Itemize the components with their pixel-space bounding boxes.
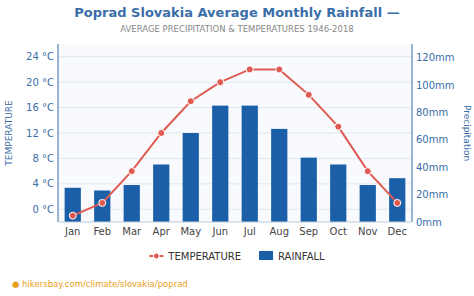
bar <box>65 188 81 222</box>
grid-line <box>58 82 412 83</box>
title: Poprad Slovakia Average Monthly Rainfall… <box>74 5 399 20</box>
x-tick-label: Sep <box>299 226 318 237</box>
x-tick-label: Nov <box>358 226 378 237</box>
marker <box>217 79 224 86</box>
x-tick-label: Oct <box>330 226 347 237</box>
grid-line <box>58 209 412 210</box>
bar <box>242 106 258 222</box>
bar <box>271 129 287 222</box>
watermark: ● hikersbay.com/climate/slovakia/poprad <box>12 279 188 289</box>
y-tick-label: 16 °C <box>26 102 54 113</box>
marker <box>158 130 165 137</box>
x-tick-label: Apr <box>153 226 171 237</box>
plot-background <box>58 44 412 222</box>
legend: TEMPERATURE RAINFALL <box>149 251 325 262</box>
x-tick-label: Jun <box>211 226 228 237</box>
legend-item: RAINFALL <box>259 251 325 262</box>
bar <box>389 178 405 222</box>
y2-tick-label: 40mm <box>416 162 448 173</box>
y2-tick-label: 0mm <box>416 217 442 228</box>
x-tick-label: Dec <box>388 226 407 237</box>
x-tick-label: Jan <box>64 226 80 237</box>
marker <box>69 212 76 219</box>
y2-tick-label: 80mm <box>416 107 448 118</box>
subtitle: AVERAGE PRECIPITATION & TEMPERATURES 194… <box>120 24 354 34</box>
grid-line <box>58 183 412 184</box>
marker <box>305 91 312 98</box>
grid-line <box>58 133 412 134</box>
y2-tick-label: 100mm <box>416 80 455 91</box>
legend-swatch <box>259 251 273 260</box>
marker <box>187 98 194 105</box>
legend-item: TEMPERATURE <box>149 251 241 262</box>
bar <box>124 185 140 222</box>
chart: 0 °C 4 °C 8 °C 12 °C 16 °C 20 °C 24 °C 0mm 20mm 4… <box>0 0 474 296</box>
line <box>73 69 398 215</box>
y-tick-label: 4 °C <box>32 178 54 189</box>
y2-tick-label: 60mm <box>416 134 448 145</box>
legend-label: TEMPERATURE <box>167 251 241 262</box>
y-axis-label: TEMPERATURE <box>4 100 14 167</box>
marker <box>99 199 106 206</box>
y2-tick-label: 120mm <box>416 52 455 63</box>
bar <box>153 164 169 222</box>
bar <box>183 133 199 222</box>
y2-axis-line <box>412 44 413 222</box>
y2-tick-label: 20mm <box>416 189 448 200</box>
marker <box>394 199 401 206</box>
marker <box>364 168 371 175</box>
y-tick-label: 24 °C <box>26 51 54 62</box>
bar <box>330 164 346 222</box>
bar <box>301 158 317 222</box>
plot-area <box>65 66 406 222</box>
y-tick-label: 0 °C <box>32 204 54 215</box>
x-axis-line <box>58 222 412 223</box>
y-tick-label: 20 °C <box>26 77 54 88</box>
grid-line <box>58 56 412 57</box>
x-tick-label: Jul <box>243 226 256 237</box>
y2-axis-label: Precipitation <box>462 105 472 161</box>
x-tick-label: Feb <box>93 226 111 237</box>
bar <box>360 185 376 222</box>
legend-label: RAINFALL <box>278 251 325 262</box>
x-tick-label: Aug <box>269 226 289 237</box>
x-tick-label: May <box>180 226 201 237</box>
marker <box>276 66 283 73</box>
marker <box>246 66 253 73</box>
bar <box>212 106 228 222</box>
marker <box>335 123 342 130</box>
legend-marker <box>153 253 159 259</box>
marker <box>128 168 135 175</box>
x-tick-label: Mar <box>122 226 142 237</box>
grid-line <box>58 107 412 108</box>
y-tick-label: 8 °C <box>32 153 54 164</box>
y-axis-line <box>58 44 59 222</box>
y-tick-label: 12 °C <box>26 128 54 139</box>
